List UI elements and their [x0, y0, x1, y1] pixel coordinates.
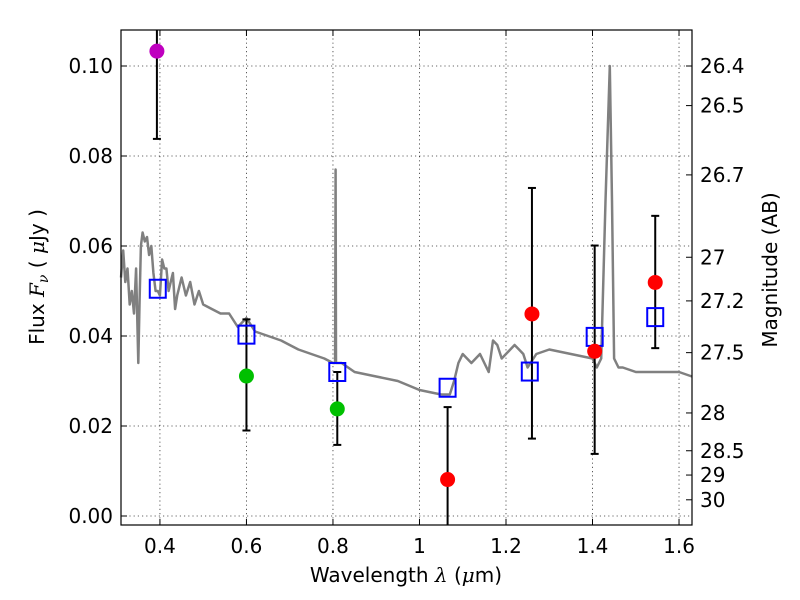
y2-tick-label: 28.5	[700, 439, 745, 463]
observed-point	[524, 306, 540, 322]
model-point	[438, 377, 457, 398]
y2-tick-label: 27.2	[700, 289, 745, 313]
y2-tick-label: 26.4	[700, 54, 745, 78]
x-tick-label: 1.6	[663, 534, 695, 558]
y-axis-label: Flux Fν ( μJy )	[25, 209, 52, 345]
observed-point	[238, 368, 254, 384]
y-tick-label: 0.02	[68, 414, 113, 438]
y2-tick-label: 27.5	[700, 341, 745, 365]
x-tick-label: 0.6	[231, 534, 263, 558]
y2-tick-label: 26.5	[700, 94, 745, 118]
y2-tick-label: 26.7	[700, 163, 745, 187]
observed-point	[587, 343, 603, 359]
model-point	[328, 362, 347, 382]
y2-tick-label: 27	[700, 245, 725, 269]
model-point	[148, 278, 167, 299]
y-tick-label: 0.00	[68, 504, 113, 528]
observed-point	[647, 274, 663, 290]
y2-tick-label: 28	[700, 401, 725, 425]
model-point	[237, 324, 256, 345]
grid-lines	[121, 30, 692, 525]
observed-point	[149, 43, 165, 59]
observed-point-layer	[149, 43, 663, 488]
x-tick-label: 0.4	[144, 534, 176, 558]
y-tick-label: 0.08	[68, 144, 113, 168]
errorbar-layer	[152, 30, 660, 525]
model-point	[646, 307, 665, 328]
tick-layer: 0.4 0.6 0.8 1 1.2 1.4 1.6 0.00 0.02 0.04 0.06 0.08 0…	[68, 30, 745, 558]
observed-point	[329, 401, 345, 417]
x-tick-label: 1.2	[490, 534, 522, 558]
y-tick-label: 0.06	[68, 234, 113, 258]
observed-point	[440, 472, 456, 488]
plot-frame	[120, 29, 693, 526]
y-tick-label: 0.04	[68, 324, 113, 348]
model-point-layer	[148, 278, 665, 398]
y2-axis-label: Magnitude (AB)	[758, 192, 782, 347]
model-point	[520, 361, 539, 382]
y-tick-label: 0.10	[68, 54, 113, 78]
y2-tick-label: 29	[700, 463, 725, 487]
spectrum-layer	[119, 64, 693, 396]
spectrum-line	[119, 64, 693, 396]
y2-tick-label: 30	[700, 488, 725, 512]
x-tick-label: 1.4	[577, 534, 609, 558]
x-tick-label: 1	[413, 534, 426, 558]
x-tick-label: 0.8	[317, 534, 349, 558]
x-axis-label: Wavelength λ (μm)	[310, 563, 502, 587]
